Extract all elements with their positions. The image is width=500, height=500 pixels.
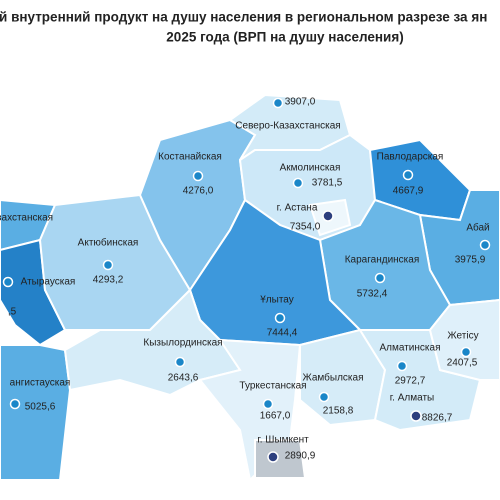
region xyxy=(428,298,500,381)
region-marker xyxy=(9,398,21,410)
region-name: захстанская xyxy=(0,213,53,224)
region-marker xyxy=(402,169,414,181)
region-marker xyxy=(318,391,330,403)
region-value: 3907,0 xyxy=(285,97,316,108)
region-value: 7354,0 xyxy=(290,222,321,233)
region-name: Актюбинская xyxy=(78,237,139,249)
region-name: г. Астана xyxy=(277,203,318,214)
labels: Северо-Казахстанская 3907,0 Костанайская 42… xyxy=(0,97,491,463)
region-marker xyxy=(272,97,284,109)
region-value: 2407,5 xyxy=(447,358,478,369)
region-marker xyxy=(102,259,114,271)
region-value: 3781,5 xyxy=(312,178,343,189)
region-name: Кызылординская xyxy=(143,338,222,349)
regions xyxy=(0,93,500,483)
region-value: 1667,0 xyxy=(260,411,291,422)
city-marker xyxy=(322,210,334,222)
region-name: ангистауская xyxy=(10,378,71,389)
region-name: Туркестанская xyxy=(239,381,306,392)
region-value: 8826,7 xyxy=(422,413,453,424)
region-name: г. Алматы xyxy=(390,393,434,404)
region-marker xyxy=(479,239,491,251)
region-value: 2643,6 xyxy=(168,373,199,384)
region-name: Алматинская xyxy=(380,343,441,354)
region-marker xyxy=(174,356,186,368)
region xyxy=(254,439,307,479)
region-marker xyxy=(396,360,408,372)
city-marker xyxy=(267,451,279,463)
region-marker xyxy=(192,170,204,182)
region-value: 2158,8 xyxy=(323,406,354,417)
region-marker xyxy=(2,276,14,288)
region-name: Жамбылская xyxy=(303,372,364,384)
region-name: Акмолинская xyxy=(280,163,341,174)
title: 2025 года (ВРП на душу населения) xyxy=(166,30,403,45)
region-value: 5025,6 xyxy=(25,402,56,413)
region-value: 5732,4 xyxy=(357,289,388,300)
region-name: Жетісу xyxy=(447,331,478,342)
title: вой внутренний продукт на душу населения… xyxy=(0,10,487,25)
region-value: 4667,9 xyxy=(393,186,424,197)
region-marker xyxy=(262,398,274,410)
region-value: 2890,9 xyxy=(285,451,316,462)
region-value: 3975,9 xyxy=(455,255,486,266)
region-name: Ұлытау xyxy=(260,295,294,306)
region-marker xyxy=(274,312,286,324)
region-marker xyxy=(292,177,304,189)
city-marker xyxy=(410,410,422,422)
region-marker xyxy=(460,346,472,358)
region-name: Атырауская xyxy=(21,277,76,288)
region-name: г. Шымкент xyxy=(257,435,309,446)
region-name: Павлодарская xyxy=(377,152,444,163)
region-name: Костанайская xyxy=(158,152,222,163)
region-value: 4293,2 xyxy=(93,275,124,286)
region-name: Абай xyxy=(466,222,489,234)
region-value: 4276,0 xyxy=(183,186,214,197)
region-value: 7444,4 xyxy=(267,328,298,339)
region-value: ,5 xyxy=(8,307,17,318)
region-marker xyxy=(374,272,386,284)
region-value: 2972,7 xyxy=(395,376,426,387)
region-name: Северо-Казахстанская xyxy=(235,121,340,132)
region-name: Карагандинская xyxy=(345,255,420,266)
